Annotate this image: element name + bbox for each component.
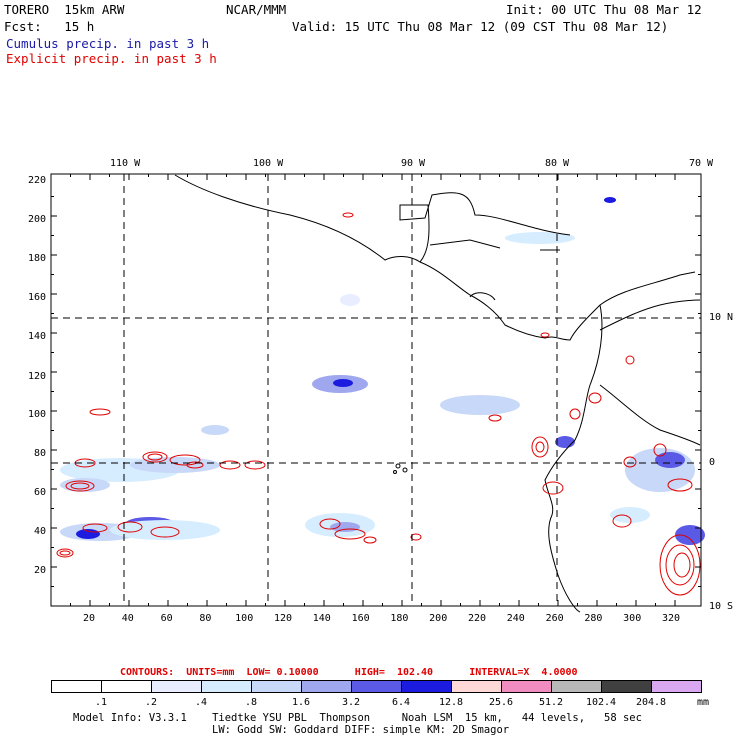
lon-label-80w: 80 W (545, 158, 570, 169)
y-tick-label: 220 (27, 175, 46, 186)
field1-title: Cumulus precip. in past 3 h (6, 36, 210, 51)
coastlines (174, 174, 701, 613)
colorbar-swatch (201, 680, 252, 693)
colorbar-swatch (251, 680, 302, 693)
x-tick-label: 300 (623, 613, 642, 624)
lat-label-0: 0 (709, 457, 716, 468)
colorbar-swatch (601, 680, 652, 693)
colorbar-label: 6.4 (391, 697, 411, 708)
colorbar-label: 51.2 (538, 697, 564, 708)
colorbar-swatch (501, 680, 552, 693)
colorbar-label: .8 (244, 697, 258, 708)
x-tick-label: 320 (661, 613, 681, 624)
y-tick-label: 120 (27, 371, 46, 382)
y-tick-label: 140 (27, 331, 46, 342)
colorbar-label: .1 (94, 697, 108, 708)
lon-label-100w: 100 W (253, 158, 284, 169)
colorbar-units: mm (697, 697, 710, 708)
model-info: Model Info: V3.3.1 Tiedtke YSU PBL Thomp… (73, 712, 642, 724)
y-tick-label: 200 (27, 214, 46, 225)
x-tick-label: 20 (82, 613, 96, 624)
x-tick-label: 80 (199, 613, 212, 624)
valid-time: Valid: 15 UTC Thu 08 Mar 12 (09 CST Thu … (292, 19, 669, 34)
lon-label-90w: 90 W (401, 158, 426, 169)
y-tick-label: 100 (27, 409, 46, 420)
model-name: TORERO 15km ARW (4, 2, 125, 17)
x-tick-label: 40 (121, 613, 134, 624)
y-tick-label: 160 (27, 292, 46, 303)
colorbar-swatch (351, 680, 402, 693)
explicit-contours (56, 212, 701, 596)
colorbar-swatch (651, 680, 702, 693)
contours-info: CONTOURS: UNITS=mm LOW= 0.10000 HIGH= 10… (120, 667, 578, 678)
colorbar-swatch (551, 680, 602, 693)
lat-label-10s: 10 S (709, 601, 734, 612)
y-tick-label: 80 (33, 448, 46, 459)
colorbar-label: .2 (144, 697, 158, 708)
lon-label-110w: 110 W (110, 158, 141, 169)
colorbar-label: 102.4 (585, 697, 617, 708)
x-tick-label: 100 (235, 613, 254, 624)
colorbar-swatch (401, 680, 452, 693)
colorbar-swatch (51, 680, 102, 693)
y-tick-label: 60 (33, 487, 46, 498)
field2-title: Explicit precip. in past 3 h (6, 51, 217, 66)
cumulus-shading (60, 197, 705, 545)
colorbar-swatch (301, 680, 352, 693)
colorbar-label: 204.8 (635, 697, 667, 708)
init-time: Init: 00 UTC Thu 08 Mar 12 (506, 2, 702, 17)
y-tick-label: 180 (27, 253, 46, 264)
x-tick-label: 120 (273, 613, 293, 624)
x-tick-label: 180 (390, 613, 409, 624)
graticule (51, 174, 701, 606)
colorbar-swatch (101, 680, 152, 693)
colorbar-label: 12.8 (438, 697, 464, 708)
y-tick-label: 40 (33, 526, 46, 537)
colorbar-swatch (151, 680, 202, 693)
colorbar-label: 1.6 (291, 697, 311, 708)
x-tick-label: 260 (545, 613, 564, 624)
x-tick-label: 140 (312, 613, 331, 624)
axis-ticks (50, 174, 701, 607)
colorbar-label: 3.2 (341, 697, 361, 708)
y-tick-label: 20 (33, 565, 46, 576)
x-tick-label: 60 (160, 613, 173, 624)
colorbar-label: 25.6 (488, 697, 514, 708)
center-name: NCAR/MMM (226, 2, 287, 17)
colorbar-label: .4 (194, 697, 208, 708)
x-tick-label: 280 (584, 613, 603, 624)
forecast-hour: Fcst: 15 h (4, 19, 95, 34)
x-tick-label: 240 (506, 613, 525, 624)
lon-label-70w: 70 W (689, 158, 714, 169)
x-tick-label: 200 (429, 613, 448, 624)
lat-label-10n: 10 N (709, 312, 734, 323)
physics-info: LW: Godd SW: Goddard DIFF: simple KM: 2D… (212, 724, 510, 736)
x-tick-label: 220 (467, 613, 487, 624)
colorbar-swatch (451, 680, 502, 693)
map-frame (50, 173, 702, 607)
x-tick-label: 160 (351, 613, 370, 624)
